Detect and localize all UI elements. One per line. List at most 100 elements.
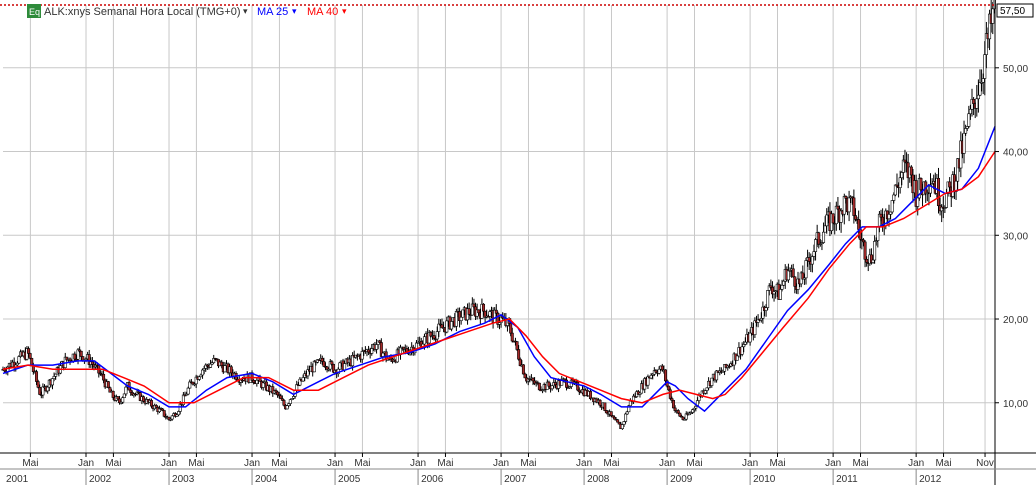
y-tick-label: 50,00 [1003, 64, 1028, 75]
candle-body [343, 363, 347, 371]
candle-body [857, 219, 861, 230]
candle-body [106, 381, 110, 388]
candle-body [252, 380, 256, 383]
candle-body [36, 381, 40, 388]
candle-body [111, 390, 115, 398]
x-tick-label: Jan [908, 458, 924, 469]
chart-header: Eq ALK:xnys Semanal Hora Local (TMG+0) ▾… [27, 4, 347, 18]
candle-body [786, 270, 790, 281]
candle-body [17, 356, 21, 364]
candle-body [28, 353, 32, 359]
candle-body [847, 197, 851, 213]
ma-short-selector[interactable]: MA 25 ▾ [257, 6, 297, 18]
candle-body [836, 205, 840, 210]
candle-body [220, 361, 224, 366]
candle-body [627, 405, 631, 413]
candle-body [625, 411, 629, 415]
candle-body [379, 342, 383, 357]
candle-body [893, 184, 897, 196]
candle-body [510, 332, 514, 342]
candle-body [450, 321, 454, 330]
candle-body [15, 362, 19, 366]
candle-body [472, 303, 476, 308]
candle-body [338, 362, 342, 370]
candle-body [312, 360, 316, 373]
candle-body [991, 8, 995, 24]
year-label: 2002 [89, 474, 112, 485]
candle-body [839, 210, 843, 223]
candle-body [620, 424, 624, 430]
candle-body [705, 387, 709, 391]
last-price-label: 57,50 [1000, 6, 1025, 17]
candle-body [863, 241, 867, 260]
candle-body [154, 405, 158, 408]
x-tick-label: Jan [327, 458, 343, 469]
ma-short-label: MA 25 [257, 6, 288, 18]
candle-body [992, 0, 996, 10]
chevron-down-icon: ▾ [342, 6, 347, 16]
candle-body [967, 113, 971, 127]
candle-body [445, 320, 449, 333]
year-label: 2004 [255, 474, 278, 485]
x-tick-label: Jan [410, 458, 426, 469]
candle-body [892, 194, 896, 201]
candle-body [823, 225, 827, 233]
candle-body [287, 403, 291, 406]
x-tick-label: Mai [105, 458, 121, 469]
candle-body [978, 82, 982, 96]
y-tick-label: 30,00 [1003, 231, 1028, 242]
candle-body [919, 178, 923, 191]
candle-body [780, 284, 784, 290]
candle-body [604, 410, 608, 414]
x-tick-label: Mai [354, 458, 370, 469]
candle-body [197, 376, 201, 380]
x-tick-label: Mai [188, 458, 204, 469]
candle-body [881, 216, 885, 225]
candle-body [38, 387, 42, 395]
x-tick-label: Jan [659, 458, 675, 469]
x-tick-label: Mai [769, 458, 785, 469]
candle-body [279, 395, 283, 400]
year-label: 2012 [919, 474, 942, 485]
candle-body [523, 373, 527, 379]
candle-body [553, 382, 557, 385]
candle-body [673, 407, 677, 412]
candle-body [743, 341, 747, 345]
candle-body [537, 382, 541, 391]
candle-body [753, 320, 757, 335]
symbol-selector[interactable]: Eq ALK:xnys Semanal Hora Local (TMG+0) ▾ [27, 4, 248, 18]
chevron-down-icon: ▾ [243, 6, 248, 16]
candle-body [209, 363, 213, 368]
x-tick-label: Jan [742, 458, 758, 469]
candle-body [831, 213, 835, 224]
x-tick-label: Nov [976, 458, 994, 469]
candle-body [735, 355, 739, 361]
x-tick-label: Jan [78, 458, 94, 469]
ma-long-selector[interactable]: MA 40 ▾ [307, 6, 347, 18]
candle-body [822, 231, 826, 243]
candle-body [157, 408, 161, 412]
candle-body [73, 353, 77, 360]
year-label: 2001 [6, 474, 29, 485]
candle-body [657, 368, 661, 374]
candle-body [834, 205, 838, 225]
candle-body [616, 419, 620, 423]
candle-body [461, 309, 465, 318]
candle-body [550, 385, 554, 390]
candle-body [638, 392, 642, 395]
candle-body [710, 377, 714, 386]
candle-body [810, 256, 814, 265]
candle-body [812, 251, 816, 257]
candle-body [793, 276, 797, 287]
candle-body [285, 405, 289, 410]
candle-body [186, 387, 190, 395]
candle-body [330, 361, 334, 365]
candle-body [565, 379, 569, 388]
candle-body [435, 331, 439, 340]
year-label: 2011 [836, 474, 858, 485]
candle-body [161, 408, 165, 411]
candle-body [129, 389, 133, 393]
candle-body [41, 386, 45, 396]
